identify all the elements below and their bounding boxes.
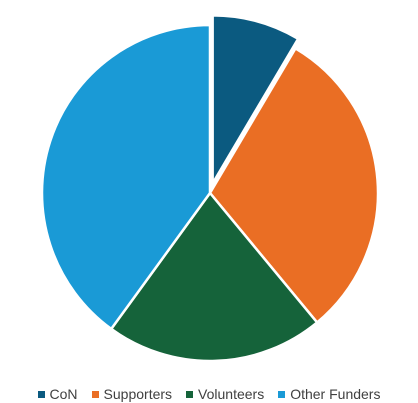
pie-chart-plot	[40, 14, 380, 363]
legend-item-other-funders: Other Funders	[278, 386, 380, 402]
pie-slice-supporters	[208, 47, 380, 324]
pie-slices	[40, 14, 380, 363]
legend-label-other-funders: Other Funders	[290, 386, 381, 402]
legend-swatch-con	[37, 390, 45, 398]
legend-item-volunteers: Volunteers	[186, 386, 264, 402]
pie-slice-other-funders	[40, 23, 212, 331]
legend-swatch-supporters	[91, 390, 99, 398]
legend-swatch-volunteers	[186, 390, 194, 398]
legend-label-volunteers: Volunteers	[198, 386, 265, 402]
legend-label-supporters: Supporters	[103, 386, 173, 402]
legend-item-con: CoN	[37, 386, 78, 402]
pie-slice-con	[211, 14, 300, 185]
legend-item-supporters: Supporters	[91, 386, 173, 402]
legend: CoN Supporters Volunteers Other Funders	[0, 385, 418, 403]
legend-swatch-other-funders	[278, 390, 286, 398]
pie-slice-volunteers	[110, 191, 319, 363]
legend-label-con: CoN	[49, 386, 78, 402]
